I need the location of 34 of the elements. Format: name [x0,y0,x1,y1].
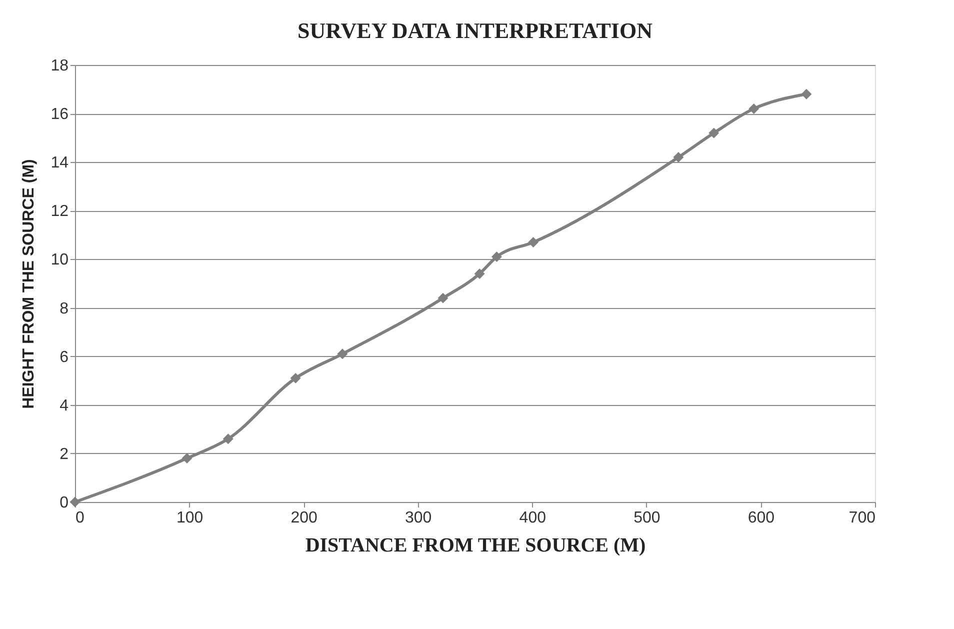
y-tick-label: 14 [50,154,69,172]
point [748,103,760,114]
y-tick-label: 0 [60,494,69,512]
x-axis-title: DISTANCE FROM THE SOURCE (M) [305,534,646,556]
x-tick-label: 600 [748,510,775,526]
point [182,453,192,464]
point [491,252,502,262]
y-tick-label: 16 [50,106,69,124]
x-tick-label: 500 [634,510,660,526]
y-tick-label: 2 [60,446,69,463]
point [337,348,348,360]
point [708,128,720,138]
point [673,152,684,162]
y-tick-label: 4 [60,397,69,414]
y-tick-label: 18 [50,58,69,74]
point [801,88,812,100]
y-tick-label: 8 [60,300,69,318]
x-tick-label: 100 [176,510,204,526]
y-tick-label: 10 [50,252,69,269]
point [528,236,539,248]
x-tick-label: 700 [848,510,876,526]
y-tick-label: 6 [60,348,69,366]
x-tick-label: 400 [519,510,546,526]
chart-title: SURVEY DATA INTERPRETATION [298,18,653,43]
y-axis-title: HEIGHT FROM THE SOURCE (M) [20,159,38,409]
point [438,292,448,304]
point [474,268,485,280]
point [290,372,301,384]
x-tick-label: 300 [405,510,432,526]
x-tick-label: 0 [76,510,84,526]
point [70,496,80,508]
x-tick-label: 200 [290,510,318,526]
point [222,434,234,444]
y-tick-label: 12 [50,203,69,220]
